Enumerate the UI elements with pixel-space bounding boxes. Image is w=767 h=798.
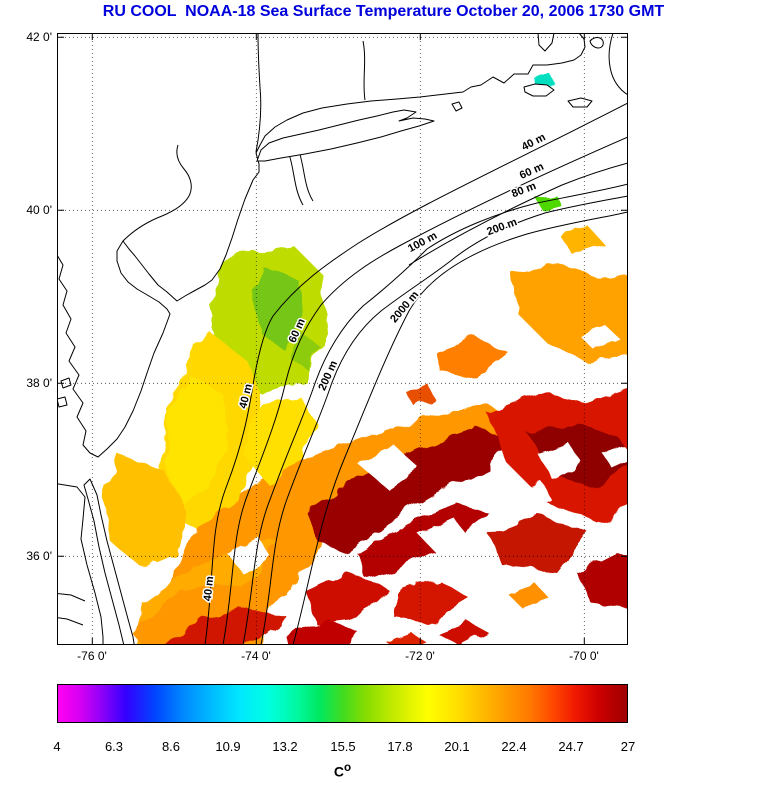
nantucket-island bbox=[567, 97, 593, 108]
sst-patch bbox=[395, 578, 469, 623]
sst-patch bbox=[507, 583, 549, 608]
hudson-river bbox=[255, 33, 262, 153]
land-layer bbox=[57, 33, 593, 645]
colorbar-tick-label: 15.5 bbox=[330, 739, 356, 754]
colorbar-tick-label: 24.7 bbox=[558, 739, 584, 754]
sst-patch bbox=[291, 333, 319, 371]
colorbar-tick-label: 10.9 bbox=[215, 739, 241, 754]
contour-100m bbox=[242, 183, 628, 645]
long-island bbox=[256, 109, 435, 162]
cloud-gap bbox=[417, 517, 469, 554]
colorbar-tick-label: 22.4 bbox=[501, 739, 527, 754]
cloud-gap bbox=[577, 323, 619, 349]
contour-label: 60 m bbox=[518, 161, 546, 182]
contour-200m bbox=[260, 195, 628, 645]
axis-ticks bbox=[57, 33, 628, 645]
lon-tick-label: -72 0' bbox=[405, 649, 435, 663]
bathymetry-contours bbox=[204, 33, 628, 645]
lat-tick-label: 38 0' bbox=[26, 376, 52, 390]
albemarle-sound-line bbox=[57, 617, 84, 626]
cloud-gap bbox=[357, 448, 419, 488]
block-island bbox=[451, 101, 463, 112]
sst-patch bbox=[165, 373, 229, 503]
contour-label: 80 m bbox=[510, 180, 538, 200]
sst-patch bbox=[557, 227, 603, 253]
sst-patch bbox=[512, 263, 628, 363]
lat-tick-label: 42 0' bbox=[26, 30, 52, 44]
contour-detail bbox=[608, 33, 628, 96]
sst-patch bbox=[437, 621, 489, 645]
mainland-coastline bbox=[57, 33, 586, 458]
plot-frame bbox=[57, 33, 628, 645]
unit-sup: o bbox=[344, 761, 352, 774]
lat-tick-label: 36 0' bbox=[26, 549, 52, 563]
contour-40m bbox=[204, 102, 628, 645]
lon-tick-label: -76 0' bbox=[77, 649, 107, 663]
sst-patch bbox=[102, 453, 187, 568]
sst-cold-spot bbox=[536, 194, 562, 211]
sst-patch bbox=[407, 385, 437, 407]
cloud-gap bbox=[602, 445, 628, 469]
unit-letter: C bbox=[333, 763, 344, 780]
chesapeake-island bbox=[57, 396, 68, 408]
cloud-gap bbox=[537, 443, 583, 479]
colorbar-tick-label: 6.3 bbox=[104, 739, 124, 754]
delaware-river bbox=[122, 144, 192, 242]
colorbar-tick-label: 13.2 bbox=[272, 739, 298, 754]
virginia-nc-coastline bbox=[57, 483, 104, 645]
river-layer bbox=[57, 33, 366, 626]
lat-tick-label: 40 0' bbox=[26, 203, 52, 217]
colorbar-tick-label: 8.6 bbox=[161, 739, 181, 754]
marthas-vineyard-island bbox=[523, 83, 555, 97]
colorbar-tick-label: 20.1 bbox=[444, 739, 470, 754]
contour-label: 200 m bbox=[316, 359, 340, 393]
sst-patch bbox=[437, 338, 509, 378]
sst-patch bbox=[487, 513, 589, 573]
colorbar-unit-label: Co bbox=[57, 761, 628, 780]
sst-patch bbox=[307, 573, 387, 623]
sst-patch bbox=[287, 618, 359, 645]
colorbar-tick-label: 4 bbox=[53, 739, 61, 754]
contour-label: 40 m bbox=[202, 575, 217, 601]
colorbar-gradient bbox=[57, 684, 628, 723]
sst-patch bbox=[307, 428, 512, 553]
contour-80m bbox=[408, 162, 628, 266]
page-title: RU COOL NOAA-18 Sea Surface Temperature … bbox=[102, 3, 665, 20]
sst-patch bbox=[387, 633, 429, 645]
barrier-island bbox=[83, 478, 135, 645]
colorbar-tick-label: 17.8 bbox=[387, 739, 413, 754]
colorbar-tick-label: 27 bbox=[620, 739, 636, 754]
sst-map: 40 m 60 m 80 m 200 m 100 m 2000 m 60 m 2… bbox=[57, 33, 628, 645]
albemarle-sound-line bbox=[57, 593, 86, 602]
contour-2000m bbox=[292, 211, 628, 645]
sst-patch bbox=[166, 608, 289, 645]
connecticut-river bbox=[362, 40, 366, 101]
sst-patch bbox=[577, 553, 628, 608]
lon-tick-label: -74 0' bbox=[241, 649, 271, 663]
contour-60m bbox=[222, 136, 628, 645]
contour-detail bbox=[589, 37, 604, 49]
cloud-gap bbox=[515, 483, 553, 512]
sst-data-layer bbox=[102, 77, 628, 645]
sst-patch bbox=[132, 583, 269, 645]
lon-tick-label: -70 0' bbox=[569, 649, 599, 663]
